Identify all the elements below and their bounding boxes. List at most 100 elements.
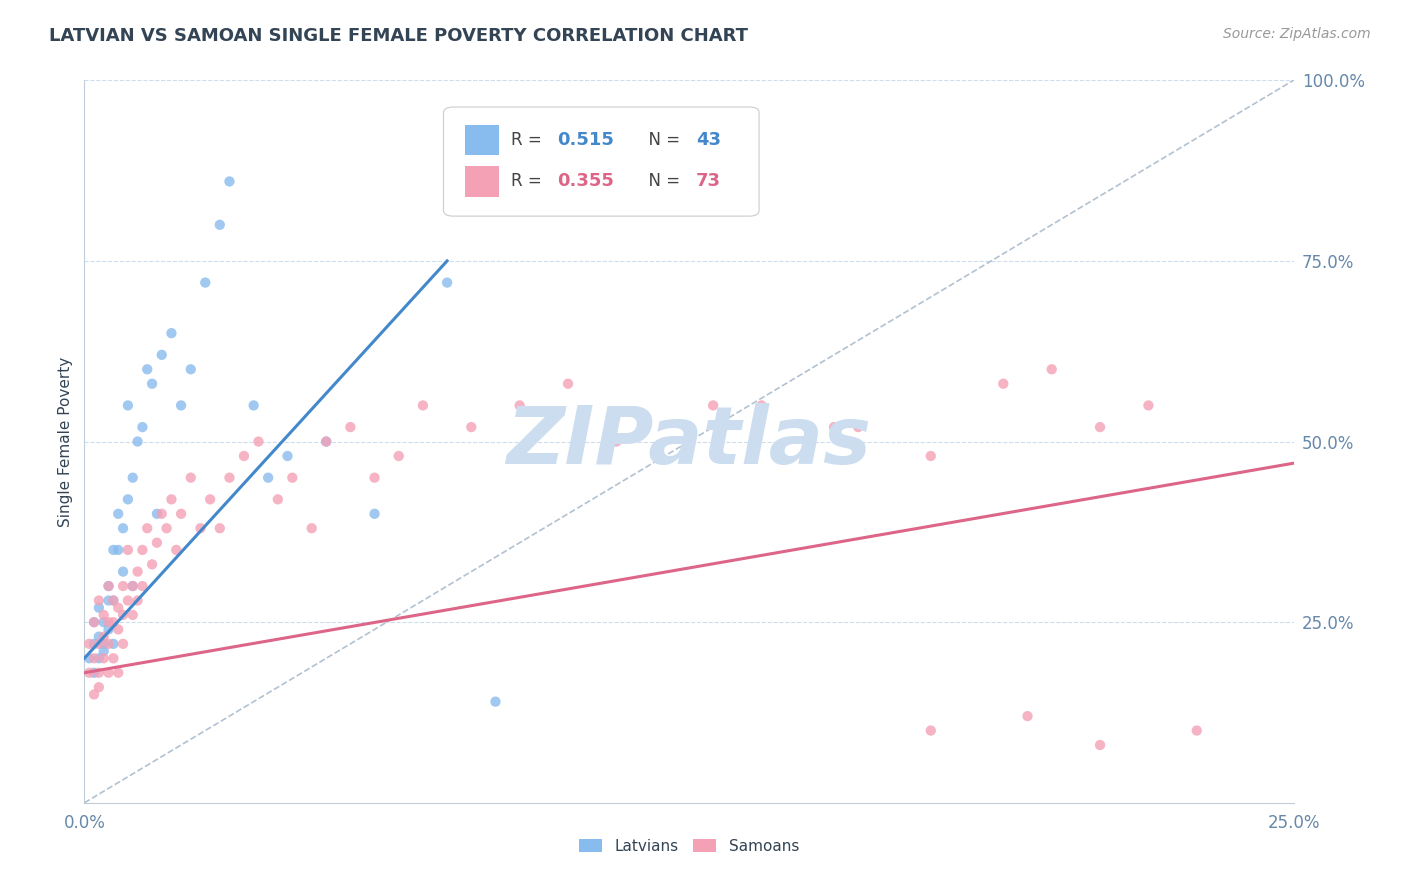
Point [136, 362, 159, 376]
Text: 43: 43 [696, 131, 721, 149]
Point [112, 579, 135, 593]
Point [339, 420, 361, 434]
FancyBboxPatch shape [443, 107, 759, 216]
Point [218, 470, 240, 484]
Point [97, 579, 120, 593]
Text: Source: ZipAtlas.com: Source: ZipAtlas.com [1223, 27, 1371, 41]
Point [103, 593, 125, 607]
Point [412, 398, 434, 412]
Point [121, 579, 143, 593]
Point [93, 630, 115, 644]
Point [87, 600, 110, 615]
Point [218, 174, 240, 188]
Point [83, 665, 105, 680]
Point [103, 637, 125, 651]
Point [1137, 398, 1160, 412]
Point [121, 579, 143, 593]
Point [93, 615, 115, 630]
Point [1017, 709, 1039, 723]
Point [103, 593, 125, 607]
Text: 73: 73 [696, 172, 721, 190]
Point [131, 542, 153, 557]
Point [155, 521, 177, 535]
Point [165, 542, 187, 557]
Point [460, 420, 482, 434]
Point [97, 593, 120, 607]
Point [97, 623, 120, 637]
Point [920, 449, 942, 463]
Point [127, 565, 149, 579]
Point [1185, 723, 1208, 738]
Point [93, 644, 115, 658]
Text: 0.515: 0.515 [557, 131, 614, 149]
Point [141, 376, 163, 391]
Point [97, 665, 120, 680]
Point [83, 637, 105, 651]
Point [112, 565, 135, 579]
Point [87, 680, 110, 694]
Point [301, 521, 323, 535]
Point [103, 615, 125, 630]
Point [276, 449, 298, 463]
Text: R =: R = [512, 172, 547, 190]
Point [257, 470, 280, 484]
Point [751, 398, 773, 412]
Point [87, 665, 110, 680]
Text: N =: N = [638, 172, 686, 190]
Point [247, 434, 270, 449]
Point [363, 470, 385, 484]
Point [117, 542, 139, 557]
Point [146, 535, 169, 549]
Point [117, 593, 139, 607]
Point [121, 470, 143, 484]
Point [823, 420, 845, 434]
Point [436, 276, 458, 290]
Point [180, 362, 202, 376]
Point [136, 521, 159, 535]
Point [702, 398, 724, 412]
Point [112, 637, 135, 651]
Legend: Latvians, Samoans: Latvians, Samoans [572, 833, 806, 860]
Point [112, 607, 135, 622]
Point [993, 376, 1015, 391]
Point [920, 723, 942, 738]
Text: R =: R = [512, 131, 547, 149]
Point [87, 593, 110, 607]
Point [131, 420, 153, 434]
Point [170, 398, 193, 412]
Point [97, 579, 120, 593]
Point [363, 507, 385, 521]
Y-axis label: Single Female Poverty: Single Female Poverty [58, 357, 73, 526]
Point [107, 600, 129, 615]
Text: ZIPatlas: ZIPatlas [506, 402, 872, 481]
Text: LATVIAN VS SAMOAN SINGLE FEMALE POVERTY CORRELATION CHART: LATVIAN VS SAMOAN SINGLE FEMALE POVERTY … [49, 27, 748, 45]
FancyBboxPatch shape [465, 125, 499, 155]
Point [141, 558, 163, 572]
Point [315, 434, 337, 449]
Point [160, 326, 183, 340]
Point [127, 593, 149, 607]
Point [198, 492, 221, 507]
Point [117, 398, 139, 412]
Point [121, 607, 143, 622]
Point [83, 651, 105, 665]
Point [180, 470, 202, 484]
Point [107, 542, 129, 557]
Point [77, 637, 100, 651]
Point [87, 630, 110, 644]
Point [150, 348, 173, 362]
Point [484, 695, 506, 709]
Point [233, 449, 256, 463]
Point [242, 398, 264, 412]
Point [107, 623, 129, 637]
Point [107, 665, 129, 680]
Text: 0.355: 0.355 [557, 172, 614, 190]
Point [146, 507, 169, 521]
Point [1040, 362, 1063, 376]
Point [1088, 738, 1111, 752]
Point [315, 434, 337, 449]
Point [605, 434, 627, 449]
Point [112, 521, 135, 535]
Point [103, 651, 125, 665]
Point [509, 398, 531, 412]
